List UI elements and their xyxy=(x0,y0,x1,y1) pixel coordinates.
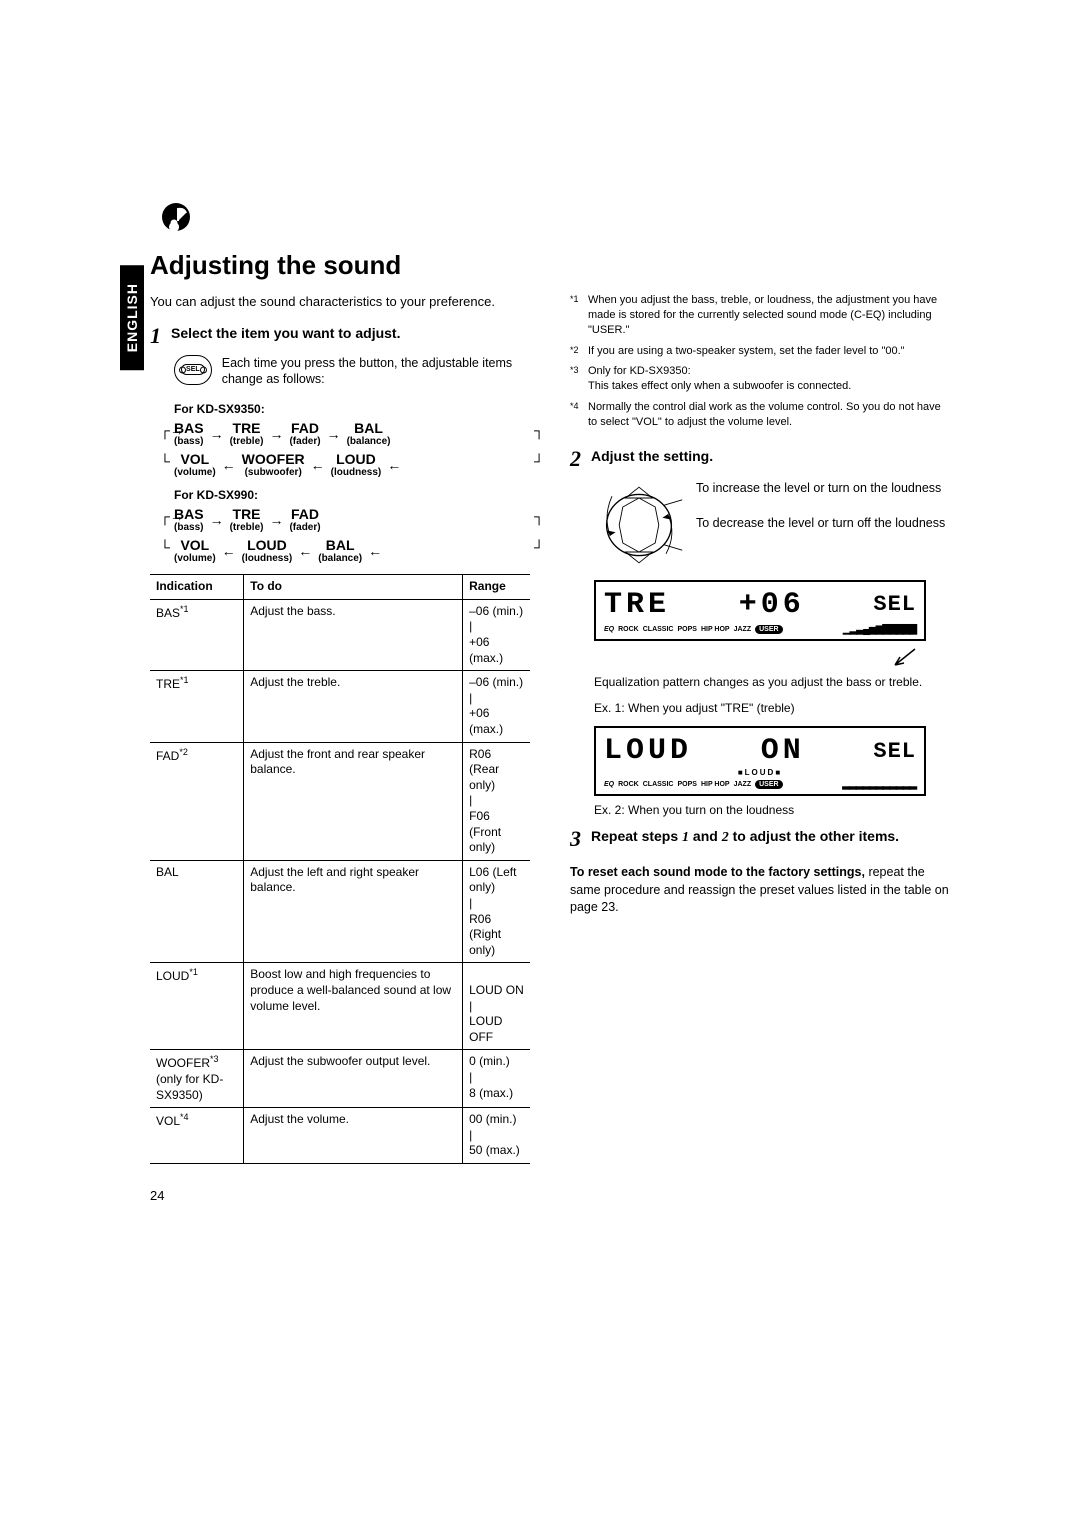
table-row: BAS*1Adjust the bass.–06 (min.) | +06 (m… xyxy=(150,599,530,670)
left-column: You can adjust the sound characteristics… xyxy=(150,293,530,1203)
step-2-number: 2 xyxy=(570,448,581,470)
dial-increase-label: To increase the level or turn on the lou… xyxy=(696,480,950,497)
table-row: LOUD*1Boost low and high frequencies to … xyxy=(150,963,530,1050)
step-2-title: Adjust the setting. xyxy=(591,448,713,470)
for-9350-label: For KD-SX9350: xyxy=(174,402,530,416)
table-row: VOL*4Adjust the volume.00 (min.) | 50 (m… xyxy=(150,1108,530,1164)
step-3-number: 3 xyxy=(570,828,581,850)
indication-table: Indication To do Range BAS*1Adjust the b… xyxy=(150,574,530,1164)
caption-2: Ex. 2: When you turn on the loudness xyxy=(594,802,926,818)
flow-9350: ┌→ BAS(bass) → TRE(treble) → FAD(fader) … xyxy=(174,420,530,478)
dial-decrease-label: To decrease the level or turn off the lo… xyxy=(696,515,950,532)
footnote: *4Normally the control dial work as the … xyxy=(570,400,950,430)
footnote: *1When you adjust the bass, treble, or l… xyxy=(570,293,950,338)
table-row: BALAdjust the left and right speaker bal… xyxy=(150,860,530,963)
sel-button-label: SEL xyxy=(181,364,205,375)
sel-button-icon: SEL xyxy=(174,355,212,385)
control-dial-icon xyxy=(594,480,684,570)
step-1-desc: Each time you press the button, the adju… xyxy=(222,355,530,389)
language-tab: ENGLISH xyxy=(120,265,144,370)
step-3-title: Repeat steps 1 and 2 to adjust the other… xyxy=(591,828,899,850)
th-todo: To do xyxy=(244,575,463,600)
for-990-label: For KD-SX990: xyxy=(174,488,530,502)
music-note-icon xyxy=(160,195,198,236)
caption-1a: Equalization pattern changes as you adju… xyxy=(594,674,926,690)
page-title: Adjusting the sound xyxy=(150,250,950,281)
table-row: FAD*2Adjust the front and rear speaker b… xyxy=(150,742,530,860)
footnote: *2If you are using a two-speaker system,… xyxy=(570,344,950,359)
table-row: WOOFER*3(only for KD-SX9350)Adjust the s… xyxy=(150,1050,530,1108)
pointer-arrow-icon xyxy=(890,647,920,667)
display-example-1: TRE +06 SEL EQ ROCK CLASSIC POPS HIP HOP… xyxy=(594,580,926,641)
caption-1b: Ex. 1: When you adjust "TRE" (treble) xyxy=(594,700,926,716)
footnote: *3Only for KD-SX9350: This takes effect … xyxy=(570,364,950,394)
footnotes: *1When you adjust the bass, treble, or l… xyxy=(570,293,950,430)
th-range: Range xyxy=(463,575,530,600)
page-number: 24 xyxy=(150,1188,530,1203)
table-row: TRE*1Adjust the treble.–06 (min.) | +06 … xyxy=(150,671,530,742)
right-column: *1When you adjust the bass, treble, or l… xyxy=(570,293,950,1203)
display-example-2: LOUD ON SEL ■LOUD■ EQ ROCK CLASSIC POPS … xyxy=(594,726,926,796)
intro-text: You can adjust the sound characteristics… xyxy=(150,293,530,311)
reset-note: To reset each sound mode to the factory … xyxy=(570,864,950,917)
step-1-number: 1 xyxy=(150,325,161,347)
flow-990: ┌→ BAS(bass) → TRE(treble) → FAD(fader) … xyxy=(174,506,530,564)
step-1-title: Select the item you want to adjust. xyxy=(171,325,400,347)
th-indication: Indication xyxy=(150,575,244,600)
